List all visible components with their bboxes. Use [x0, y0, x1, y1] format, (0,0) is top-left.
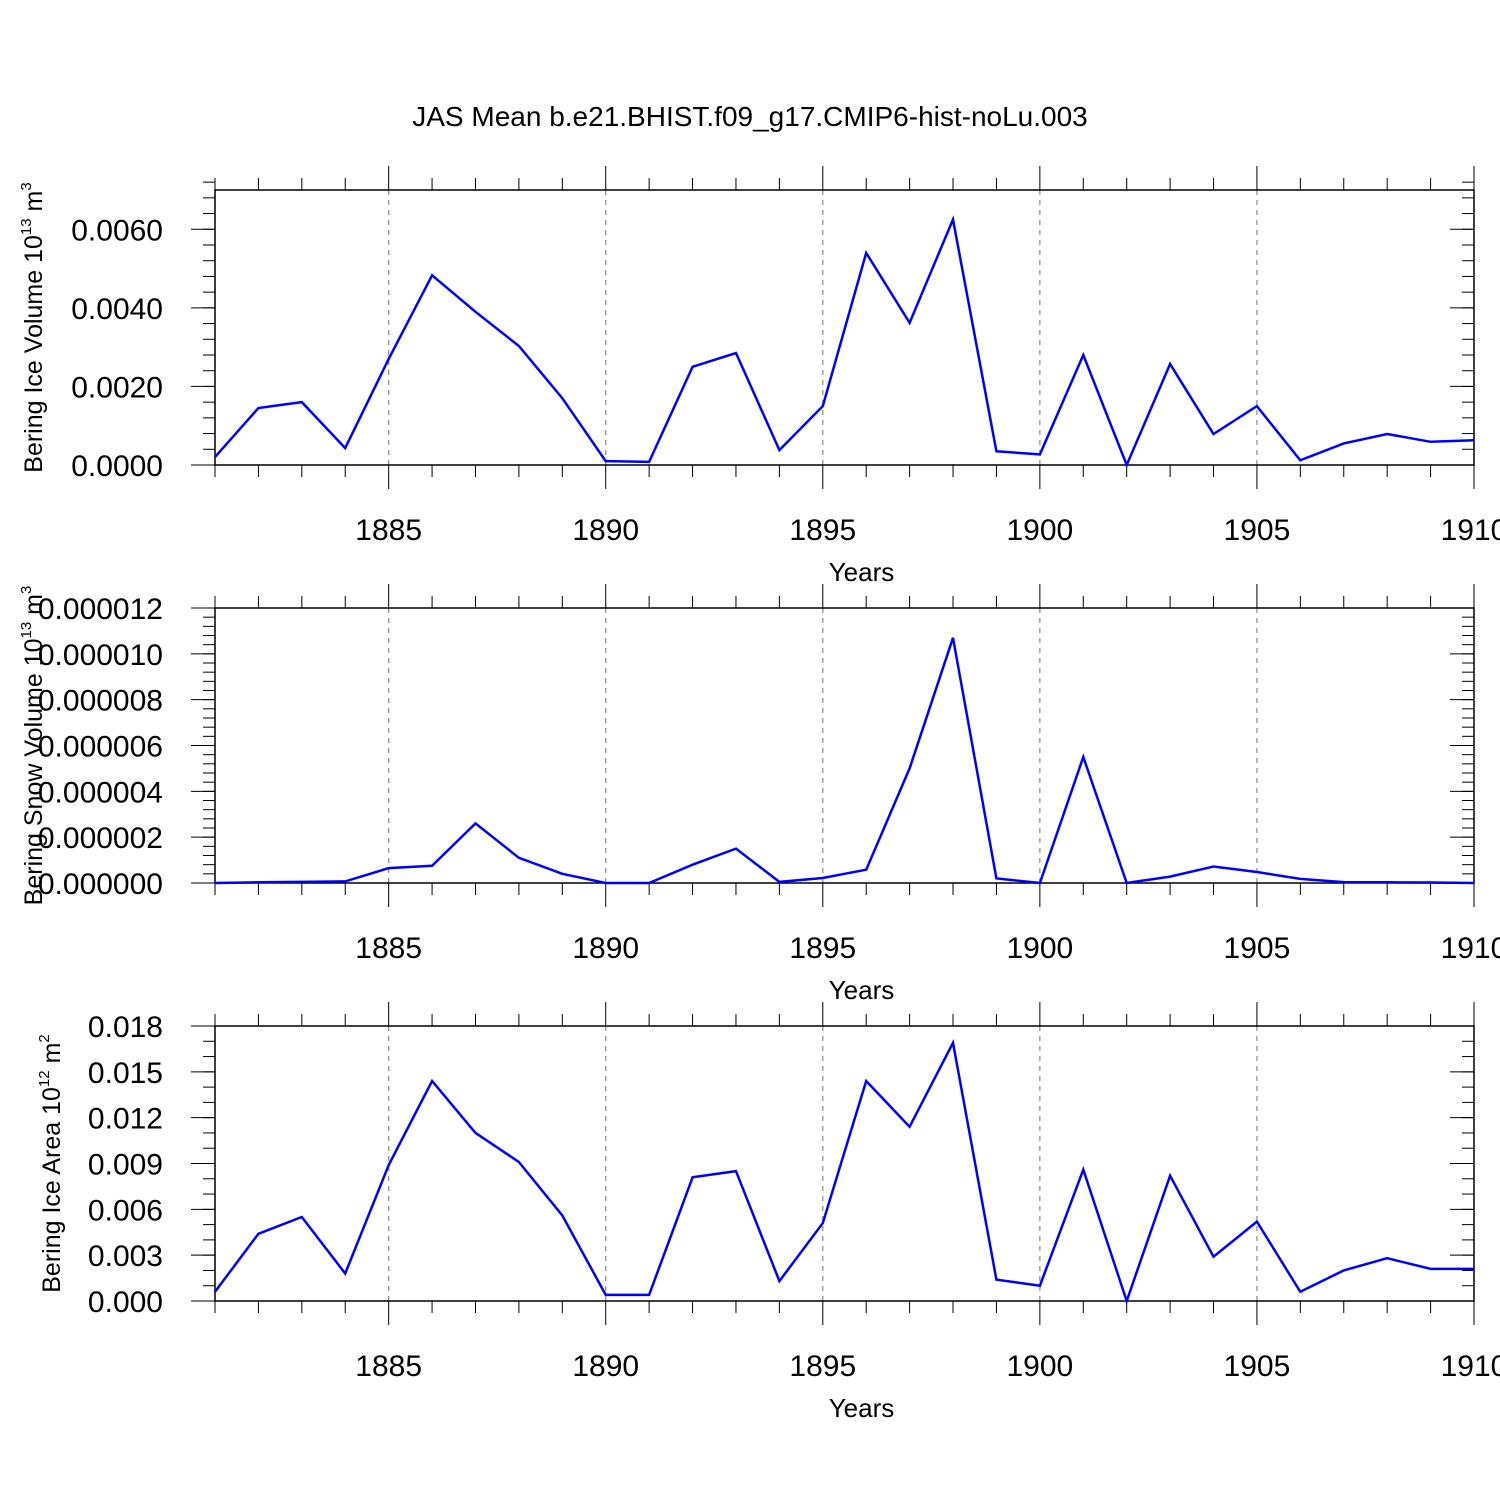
series-line: [214, 637, 1475, 885]
x-tick-label: 1900: [1006, 1350, 1073, 1383]
x-tick-label: 1895: [789, 1350, 856, 1383]
x-tick-label: 1895: [789, 514, 856, 547]
y-tick-label: 0.000004: [38, 776, 163, 809]
y-tick-label: 0.000002: [38, 822, 163, 855]
y-tick-label: 0.0060: [71, 214, 163, 247]
x-tick-label: 1905: [1224, 514, 1291, 547]
plot-frame: [214, 607, 1475, 884]
x-axis-label: Years: [829, 557, 895, 587]
x-tick-label: 1885: [355, 514, 422, 547]
y-tick-label: 0.012: [88, 1103, 163, 1136]
y-tick-label: 0.0000: [71, 450, 163, 483]
y-tick-label: 0.000: [88, 1286, 163, 1319]
plot-frame: [214, 1025, 1475, 1302]
y-tick-label: 0.018: [88, 1011, 163, 1044]
x-tick-label: 1900: [1006, 514, 1073, 547]
x-tick-label: 1885: [355, 1350, 422, 1383]
y-tick-label: 0.015: [88, 1057, 163, 1090]
x-tick-label: 1895: [789, 932, 856, 965]
y-axis-label: Bering Ice Volume 1013 m3: [18, 182, 48, 472]
x-tick-label: 1890: [572, 514, 639, 547]
chart-title: JAS Mean b.e21.BHIST.f09_g17.CMIP6-hist-…: [412, 101, 1088, 132]
x-tick-label: 1890: [572, 1350, 639, 1383]
y-tick-label: 0.000006: [38, 731, 163, 764]
y-tick-label: 0.003: [88, 1240, 163, 1273]
y-tick-label: 0.009: [88, 1149, 163, 1182]
plot-frame: [214, 189, 1475, 466]
series-line: [213, 1038, 1474, 1305]
x-tick-label: 1900: [1006, 932, 1073, 965]
y-tick-label: 0.006: [88, 1194, 163, 1227]
x-tick-label: 1910: [1441, 932, 1500, 965]
y-tick-label: 0.000010: [38, 639, 163, 672]
y-tick-label: 0.000000: [38, 868, 163, 901]
y-axis-label: Bering Ice Area 1012 m2: [36, 1034, 66, 1293]
x-tick-label: 1905: [1224, 932, 1291, 965]
x-axis-label: Years: [829, 1393, 895, 1423]
x-tick-label: 1905: [1224, 1350, 1291, 1383]
x-tick-label: 1910: [1441, 1350, 1500, 1383]
panel-1: 1885 1890 1895 1900 1905 1910 Years 0.0000 0.002…: [18, 166, 1500, 587]
series-line: [214, 215, 1475, 469]
x-axis-label: Years: [829, 975, 895, 1005]
y-tick-label: 0.000012: [38, 593, 163, 626]
x-tick-label: 1890: [572, 932, 639, 965]
y-tick-label: 0.0020: [71, 371, 163, 404]
y-axis-label: Bering Snow Volume 1013 m3: [18, 586, 48, 906]
panel-2: 1885 1890 1895 1900 1905 1910 Years 0.000000 0.0…: [18, 584, 1500, 1005]
y-tick-label: 0.0040: [71, 293, 163, 326]
panel-3: 1885 1890 1895 1900 1905 1910 Years 0.000 0.003 0…: [36, 1002, 1500, 1423]
y-tick-label: 0.000008: [38, 685, 163, 718]
x-tick-label: 1885: [355, 932, 422, 965]
x-tick-label: 1910: [1441, 514, 1500, 547]
